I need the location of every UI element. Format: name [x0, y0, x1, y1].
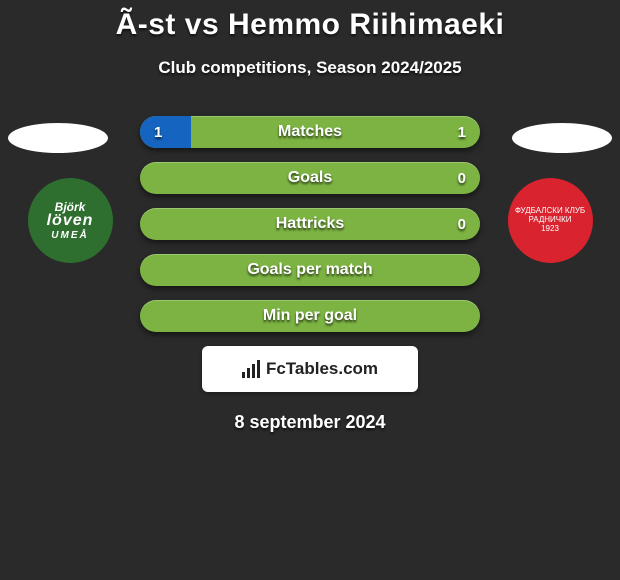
stat-row: Goals0 — [140, 162, 480, 194]
team-right-marker — [512, 123, 612, 153]
subtitle: Club competitions, Season 2024/2025 — [0, 58, 620, 78]
stat-value-left: 1 — [154, 116, 162, 148]
stat-row: Goals per match — [140, 254, 480, 286]
brand-box[interactable]: FcTables.com — [202, 346, 418, 392]
crest-text: UMEÅ — [51, 231, 88, 241]
stat-value-right: 1 — [458, 116, 466, 148]
brand-logo-icon — [242, 360, 260, 378]
stat-label: Matches — [140, 116, 480, 148]
date-label: 8 september 2024 — [0, 412, 620, 433]
page-title: Ã-st vs Hemmo Riihimaeki — [0, 0, 620, 42]
stat-row: Min per goal — [140, 300, 480, 332]
team-right-crest: ФУДБАЛСКИ КЛУБ РАДНИЧКИ 1923 — [508, 178, 593, 263]
stat-label: Goals per match — [140, 254, 480, 286]
team-right-badge: ФУДБАЛСКИ КЛУБ РАДНИЧКИ 1923 — [500, 178, 600, 263]
team-left-marker — [8, 123, 108, 153]
crest-text: löven — [47, 213, 94, 229]
stat-row: Hattricks0 — [140, 208, 480, 240]
stat-value-right: 0 — [458, 208, 466, 240]
stat-row: Matches1 1 — [140, 116, 480, 148]
stat-label: Goals — [140, 162, 480, 194]
crest-text: ФУДБАЛСКИ КЛУБ РАДНИЧКИ 1923 — [515, 207, 585, 233]
team-left-crest: Björk löven UMEÅ — [28, 178, 113, 263]
stats-panel: Matches11Goals0Hattricks0Goals per match… — [140, 116, 480, 332]
stat-label: Min per goal — [140, 300, 480, 332]
crest-text: Björk — [55, 201, 86, 213]
brand-text: FcTables.com — [266, 359, 378, 379]
stat-value-right: 0 — [458, 162, 466, 194]
stat-label: Hattricks — [140, 208, 480, 240]
team-left-badge: Björk löven UMEÅ — [20, 178, 120, 263]
